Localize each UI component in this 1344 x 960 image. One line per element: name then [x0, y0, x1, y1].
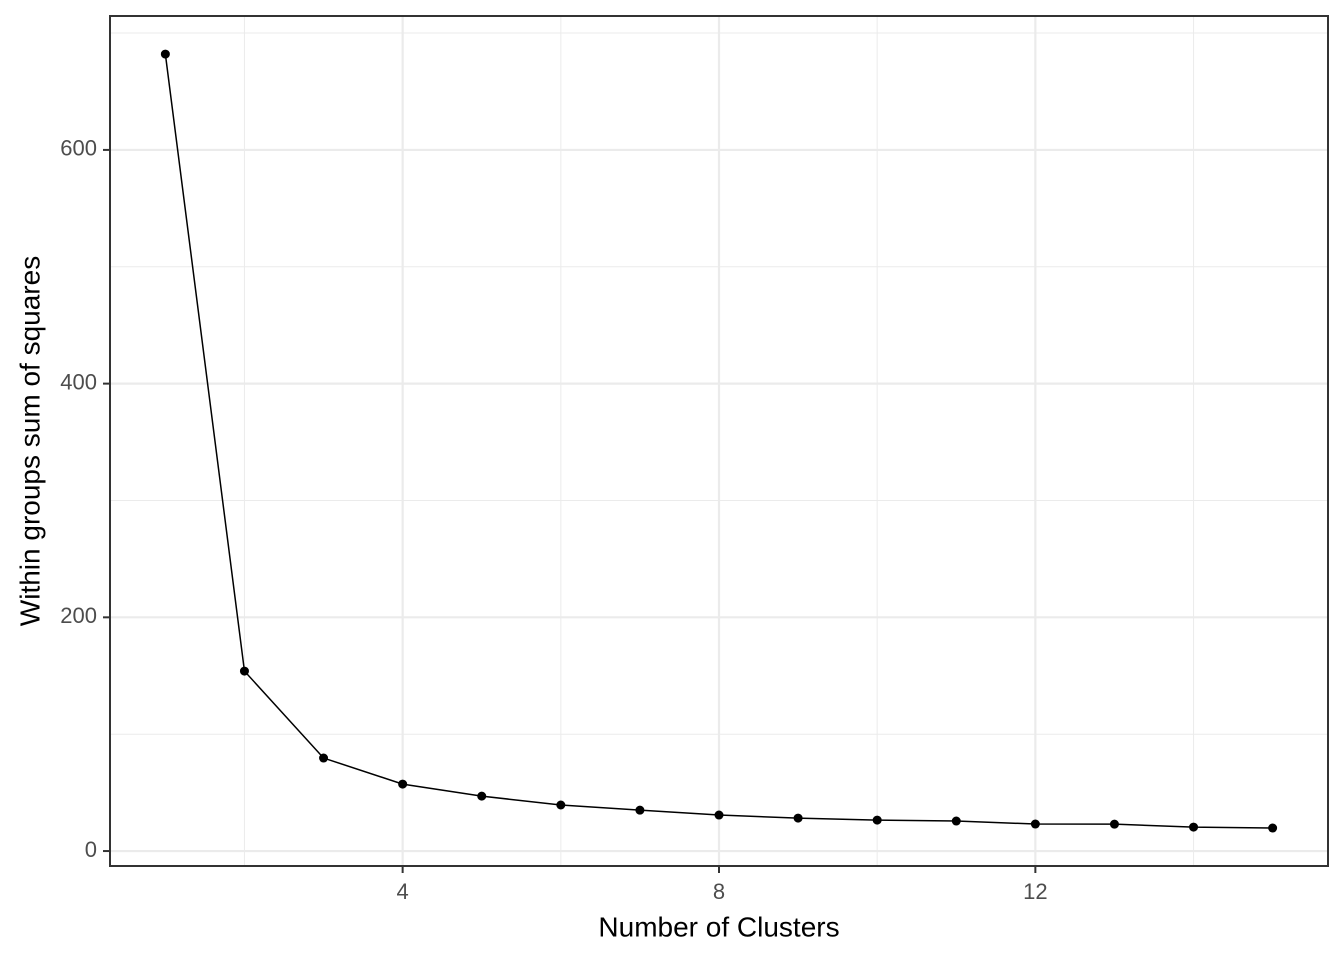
point — [951, 816, 961, 826]
point — [398, 779, 408, 789]
point — [1030, 819, 1040, 829]
x-tick-label: 12 — [1023, 879, 1047, 904]
point — [477, 791, 487, 801]
x-tick-label: 4 — [397, 879, 409, 904]
y-tick-label: 200 — [60, 603, 97, 628]
x-axis-title: Number of Clusters — [598, 911, 839, 942]
point — [1268, 823, 1278, 833]
point — [1189, 822, 1199, 832]
y-tick-label: 0 — [85, 837, 97, 862]
point — [872, 815, 882, 825]
y-axis-title: Within groups sum of squares — [14, 256, 45, 626]
point — [793, 813, 803, 823]
point — [1109, 819, 1119, 829]
point — [635, 805, 645, 815]
y-tick-label: 600 — [60, 136, 97, 161]
point — [714, 810, 724, 820]
point — [556, 800, 566, 810]
x-tick-label: 8 — [713, 879, 725, 904]
grid — [110, 16, 1328, 866]
point — [319, 753, 329, 763]
point — [160, 49, 170, 59]
point — [239, 666, 249, 676]
plot-area — [160, 49, 1278, 833]
y-tick-label: 400 — [60, 369, 97, 394]
